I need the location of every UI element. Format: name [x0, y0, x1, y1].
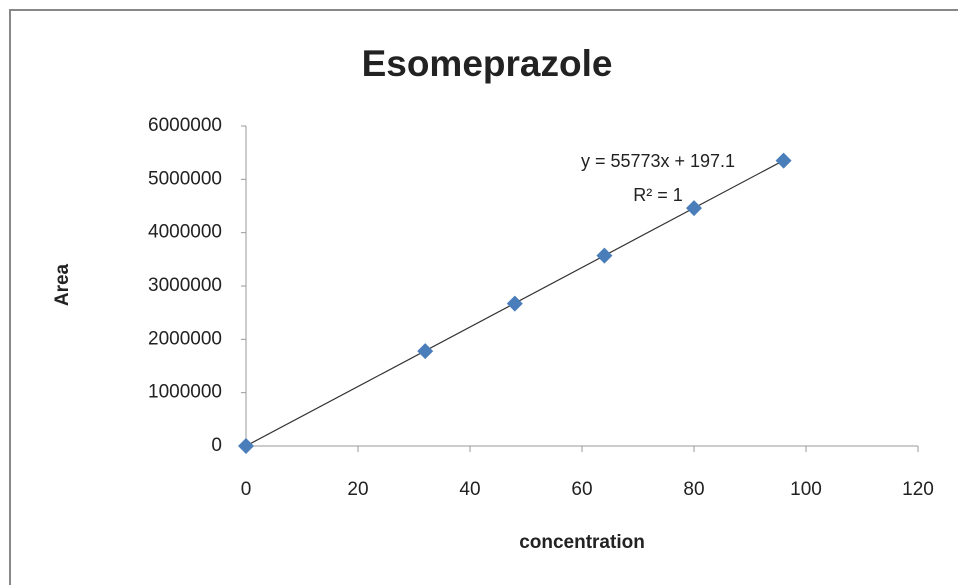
chart-frame	[9, 9, 958, 585]
y-tick-label: 6000000	[148, 115, 222, 136]
data-point	[238, 438, 254, 454]
x-axis-label: concentration	[519, 532, 645, 553]
data-point	[596, 247, 613, 264]
data-point	[506, 295, 523, 312]
data-point	[686, 200, 702, 217]
x-tick-label: 120	[902, 479, 934, 500]
x-tick-label: 40	[459, 479, 480, 500]
x-tick-label: 20	[347, 479, 368, 500]
trendline-r2: R² = 1	[633, 185, 683, 205]
y-tick-label: 3000000	[148, 275, 222, 296]
trendline-equation: y = 55773x + 197.1	[581, 151, 735, 171]
data-point	[417, 343, 434, 360]
y-tick-label: 1000000	[148, 382, 222, 403]
x-tick-label: 80	[683, 479, 704, 500]
y-axis-label: Area	[52, 263, 73, 306]
chart-title: Esomeprazole	[362, 43, 613, 84]
y-tick-label: 2000000	[148, 328, 222, 349]
y-tick-label: 4000000	[148, 222, 222, 243]
x-tick-label: 100	[790, 479, 822, 500]
y-tick-label: 0	[211, 435, 222, 456]
data-point	[775, 152, 792, 169]
y-tick-label: 5000000	[148, 168, 222, 189]
x-tick-label: 60	[571, 479, 592, 500]
x-tick-label: 0	[241, 479, 252, 500]
